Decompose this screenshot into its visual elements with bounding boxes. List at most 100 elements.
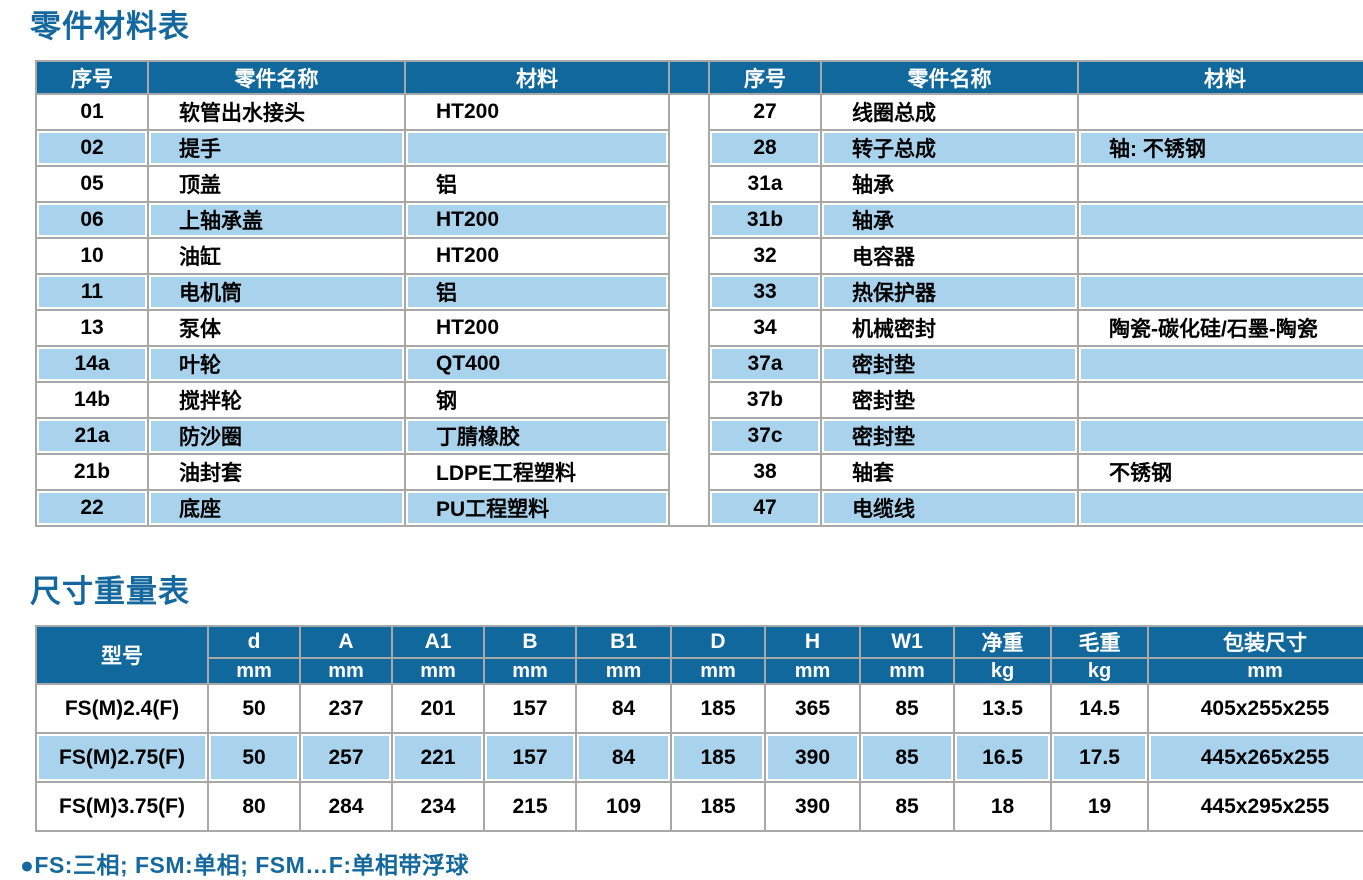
col-header-gross-weight: 毛重 xyxy=(1052,627,1147,658)
unit-d: mm xyxy=(209,659,299,684)
unit-B: mm xyxy=(485,659,575,684)
part-no: 21a xyxy=(37,419,147,454)
part-no: 10 xyxy=(37,239,147,274)
part-no: 33 xyxy=(710,275,820,310)
table-row: 11 电机筒 铝 33 热保护器 xyxy=(37,275,1363,310)
part-name: 密封垫 xyxy=(822,383,1077,418)
part-name: 密封垫 xyxy=(822,419,1077,454)
dim-value: 405x255x255 xyxy=(1149,685,1363,733)
part-name: 电缆线 xyxy=(822,491,1077,526)
table-row: 21a 防沙圈 丁腈橡胶 37c 密封垫 xyxy=(37,419,1363,454)
dim-value: 215 xyxy=(485,783,575,831)
col-header-net-weight: 净重 xyxy=(955,627,1050,658)
table-row: 14b 搅拌轮 钢 37b 密封垫 xyxy=(37,383,1363,418)
dims-header-row-units: mm mm mm mm mm mm mm mm kg kg mm xyxy=(37,659,1363,684)
part-no: 28 xyxy=(710,131,820,166)
parts-table-title: 零件材料表 xyxy=(30,9,190,44)
unit-W1: mm xyxy=(861,659,953,684)
part-no: 14a xyxy=(37,347,147,382)
part-no: 34 xyxy=(710,311,820,346)
dim-value: 17.5 xyxy=(1052,734,1147,782)
dim-value: 185 xyxy=(672,685,764,733)
col-header-model: 型号 xyxy=(37,627,207,684)
part-name: 轴承 xyxy=(822,167,1077,202)
col-header-A: A xyxy=(301,627,391,658)
part-name: 搅拌轮 xyxy=(149,383,404,418)
unit-package-size: mm xyxy=(1149,659,1363,684)
part-no: 14b xyxy=(37,383,147,418)
unit-B1: mm xyxy=(577,659,670,684)
part-name: 轴承 xyxy=(822,203,1077,238)
part-no: 38 xyxy=(710,455,820,490)
part-material: QT400 xyxy=(406,347,668,382)
model-name: FS(M)3.75(F) xyxy=(37,783,207,831)
dim-value: 85 xyxy=(861,734,953,782)
part-name: 底座 xyxy=(149,491,404,526)
part-no: 37b xyxy=(710,383,820,418)
table-row: FS(M)3.75(F) 80 284 234 215 109 185 390 … xyxy=(37,783,1363,831)
part-material: HT200 xyxy=(406,239,668,274)
unit-A1: mm xyxy=(393,659,483,684)
part-material: 陶瓷-碳化硅/石墨-陶瓷 xyxy=(1079,311,1363,346)
part-no: 01 xyxy=(37,95,147,130)
part-no: 31b xyxy=(710,203,820,238)
col-header-material-left: 材料 xyxy=(406,62,668,94)
table-row: 01 软管出水接头 HT200 27 线圈总成 xyxy=(37,95,1363,526)
part-material xyxy=(406,131,668,166)
part-no: 47 xyxy=(710,491,820,526)
col-header-name-right: 零件名称 xyxy=(822,62,1077,94)
part-material: HT200 xyxy=(406,203,668,238)
unit-net-weight: kg xyxy=(955,659,1050,684)
part-no: 31a xyxy=(710,167,820,202)
dim-value: 445x295x255 xyxy=(1149,783,1363,831)
table-row: 22 底座 PU工程塑料 47 电缆线 xyxy=(37,491,1363,526)
col-header-B1: B1 xyxy=(577,627,670,658)
dim-value: 85 xyxy=(861,685,953,733)
col-header-D: D xyxy=(672,627,764,658)
dimensions-weight-table: 型号 d A A1 B B1 D H W1 净重 毛重 包装尺寸 mm mm m… xyxy=(35,625,1363,833)
part-material xyxy=(1079,383,1363,418)
dim-value: 257 xyxy=(301,734,391,782)
table-row: 21b 油封套 LDPE工程塑料 38 轴套 不锈钢 xyxy=(37,455,1363,490)
part-no: 21b xyxy=(37,455,147,490)
dim-value: 85 xyxy=(861,783,953,831)
part-name: 电容器 xyxy=(822,239,1077,274)
unit-H: mm xyxy=(766,659,859,684)
part-material: 丁腈橡胶 xyxy=(406,419,668,454)
col-header-name-left: 零件名称 xyxy=(149,62,404,94)
table-row: FS(M)2.75(F) 50 257 221 157 84 185 390 8… xyxy=(37,734,1363,782)
dim-value: 157 xyxy=(485,734,575,782)
part-no: 32 xyxy=(710,239,820,274)
part-no: 05 xyxy=(37,167,147,202)
col-header-d: d xyxy=(209,627,299,658)
col-header-B: B xyxy=(485,627,575,658)
part-material: 不锈钢 xyxy=(1079,455,1363,490)
part-material: PU工程塑料 xyxy=(406,491,668,526)
col-header-A1: A1 xyxy=(393,627,483,658)
part-name: 防沙圈 xyxy=(149,419,404,454)
part-material: HT200 xyxy=(406,95,668,130)
dims-table-title: 尺寸重量表 xyxy=(30,574,190,610)
part-material xyxy=(1079,203,1363,238)
dim-value: 445x265x255 xyxy=(1149,734,1363,782)
dim-value: 109 xyxy=(577,783,670,831)
col-header-no-right: 序号 xyxy=(710,62,820,94)
part-no: 06 xyxy=(37,203,147,238)
part-no: 02 xyxy=(37,131,147,166)
part-no: 37c xyxy=(710,419,820,454)
dim-value: 157 xyxy=(485,685,575,733)
part-name: 提手 xyxy=(149,131,404,166)
dim-value: 201 xyxy=(393,685,483,733)
part-name: 顶盖 xyxy=(149,167,404,202)
dim-value: 14.5 xyxy=(1052,685,1147,733)
dim-value: 84 xyxy=(577,685,670,733)
part-material xyxy=(1079,419,1363,454)
col-header-package-size: 包装尺寸 xyxy=(1149,627,1363,658)
col-header-W1: W1 xyxy=(861,627,953,658)
part-material xyxy=(1079,239,1363,274)
part-name: 油缸 xyxy=(149,239,404,274)
dim-value: 221 xyxy=(393,734,483,782)
table-gap xyxy=(670,95,708,526)
part-material: 钢 xyxy=(406,383,668,418)
part-material: 铝 xyxy=(406,275,668,310)
